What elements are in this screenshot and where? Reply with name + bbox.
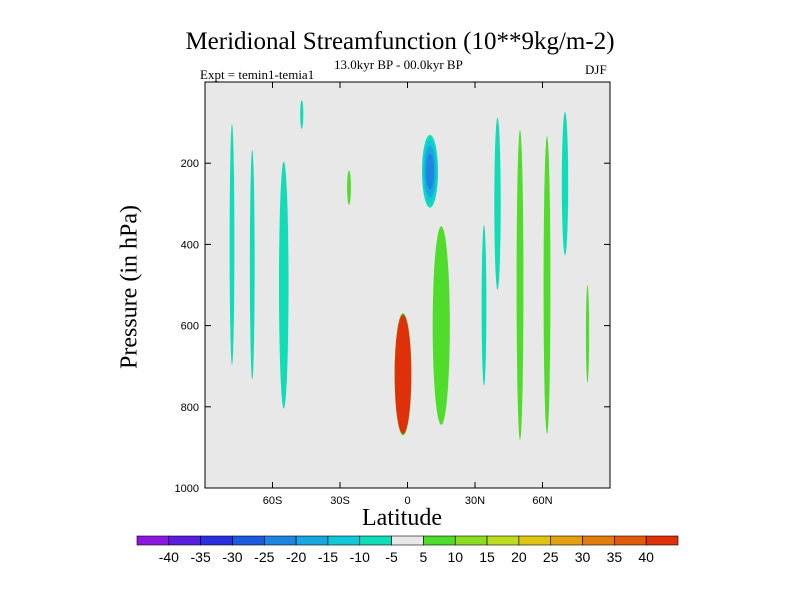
region-nh-pos-a-level-5 [516, 129, 524, 441]
region-sh-polar-neg-level-5 [229, 123, 235, 365]
contour-field [229, 100, 590, 441]
region-sh-mid-neg-a-level-5 [249, 149, 255, 380]
colorbar-label: 25 [543, 549, 559, 565]
colorbar-box [518, 535, 552, 546]
x-axis-title: Latitude [362, 505, 442, 531]
colorbar-box [232, 535, 265, 546]
region-nh-pos-c-level-5 [585, 284, 590, 383]
colorbar-box [423, 535, 456, 546]
colorbar-box [645, 535, 679, 546]
region-nh-neg-b-level-5 [494, 117, 501, 290]
experiment-label: Expt = temin1-temia1 [200, 67, 315, 82]
colorbar-box [391, 535, 424, 546]
colorbar-label: -30 [222, 549, 242, 565]
colorbar-label: 30 [575, 549, 591, 565]
colorbar-label: -15 [318, 549, 338, 565]
colorbar-label: -35 [191, 549, 211, 565]
region-nh-mid-neg-level-5 [481, 224, 487, 386]
colorbar-box [295, 535, 329, 546]
colorbar-label: 35 [607, 549, 623, 565]
colorbar-box [168, 535, 201, 546]
colorbar-label: -20 [286, 549, 306, 565]
region-sh-upper-neg-level-5 [300, 100, 304, 129]
x-tick-label: 30S [330, 495, 350, 507]
colorbar-label: 20 [511, 549, 527, 565]
colorbar-box [582, 535, 615, 546]
colorbar-box [550, 535, 583, 546]
colorbar-box [136, 535, 170, 546]
region-hadley-cell-level-40 [394, 314, 412, 435]
colorbar-label: 5 [420, 549, 428, 565]
colorbar-label: -5 [385, 549, 398, 565]
colorbar-box [263, 535, 297, 546]
x-tick-label: 60N [532, 495, 552, 507]
colorbar-box [200, 535, 233, 546]
season-label: DJF [585, 62, 607, 77]
y-tick-label: 600 [181, 321, 199, 333]
y-tick-label: 1000 [175, 483, 199, 495]
region-sh-subtrop-pos-level-5 [347, 170, 351, 205]
colorbar-label: 40 [638, 549, 654, 565]
y-tick-label: 800 [181, 402, 199, 414]
region-eq-upper-neg-level-20 [425, 153, 435, 190]
colorbar-box [614, 535, 647, 546]
region-nh-neg-a-level-5 [561, 111, 569, 256]
region-sh-mid-neg-b-level-5 [278, 161, 289, 409]
colorbar-label: -25 [254, 549, 274, 565]
region-nh-pos-b-level-5 [543, 136, 551, 434]
period-label: 13.0kyr BP - 00.0kyr BP [334, 57, 463, 72]
colorbar-label: 10 [447, 549, 463, 565]
colorbar-box [359, 535, 392, 546]
colorbar-label: -10 [350, 549, 370, 565]
chart-title: Meridional Streamfunction (10**9kg/m-2) [185, 28, 615, 55]
x-tick-label: 60S [263, 495, 283, 507]
colorbar-label: -40 [159, 549, 179, 565]
colorbar-box [486, 535, 520, 546]
x-tick-label: 30N [465, 495, 485, 507]
x-tick-label: 0 [404, 495, 410, 507]
colorbar-label: 15 [479, 549, 495, 565]
y-tick-label: 200 [181, 158, 199, 170]
colorbar-box [327, 535, 361, 546]
y-tick-label: 400 [181, 239, 199, 251]
region-nh-pos-column-level-5 [432, 226, 450, 425]
colorbar-box [454, 535, 488, 546]
